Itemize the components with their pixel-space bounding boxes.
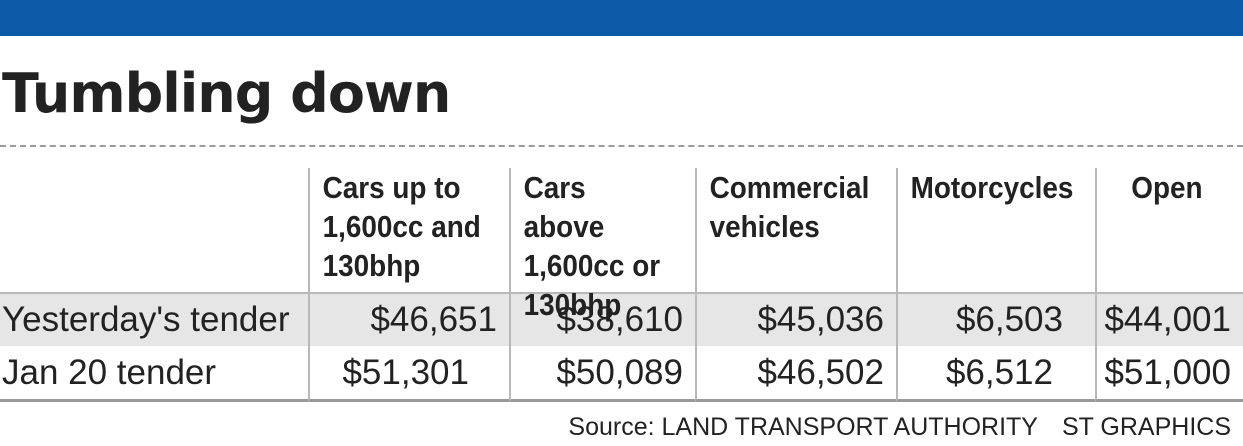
- table-cell: $51,000: [1095, 346, 1243, 402]
- data-table: Cars up to 1,600cc and 130bhp Cars above…: [0, 168, 1243, 402]
- table-cell: $44,001: [1095, 292, 1243, 346]
- credit-text: ST GRAPHICS: [1061, 413, 1231, 441]
- top-color-bar: [0, 0, 1243, 36]
- table-cell: $50,089: [509, 346, 695, 402]
- header-col-4: Motorcycles: [896, 168, 1095, 292]
- source-text: Source: LAND TRANSPORT AUTHORITY: [568, 413, 1038, 441]
- table-cell: $45,036: [695, 292, 896, 346]
- table-cell: $6,503: [896, 292, 1095, 346]
- source-line: Source: LAND TRANSPORT AUTHORITY ST GRAPH…: [568, 408, 1231, 446]
- row-label-yesterday: Yesterday's tender: [0, 292, 308, 346]
- table-cell: $51,301: [308, 346, 509, 402]
- header-label: Cars above 1,600cc or 130bhp: [523, 170, 661, 322]
- header-label: Cars up to 1,600cc and 130bhp: [322, 170, 481, 283]
- header-col-1: Cars up to 1,600cc and 130bhp: [308, 168, 509, 292]
- chart-title: Tumbling down: [2, 62, 451, 125]
- table-cell: $6,512: [896, 346, 1095, 402]
- header-col-5: Open: [1095, 168, 1243, 292]
- header-col-2: Cars above 1,600cc or 130bhp: [509, 168, 695, 322]
- table-cell: $46,502: [695, 346, 896, 402]
- header-label: Motorcycles: [910, 170, 1074, 205]
- header-col-3: Commercial vehicles: [695, 168, 896, 292]
- table-cell: $46,651: [308, 292, 509, 346]
- header-label: Commercial vehicles: [709, 170, 870, 244]
- header-corner: [0, 168, 277, 292]
- header-label: Open: [1131, 170, 1203, 205]
- row-label-jan20: Jan 20 tender: [0, 346, 308, 402]
- dashed-divider: [0, 145, 1243, 147]
- table-cell: $38,610: [509, 292, 695, 346]
